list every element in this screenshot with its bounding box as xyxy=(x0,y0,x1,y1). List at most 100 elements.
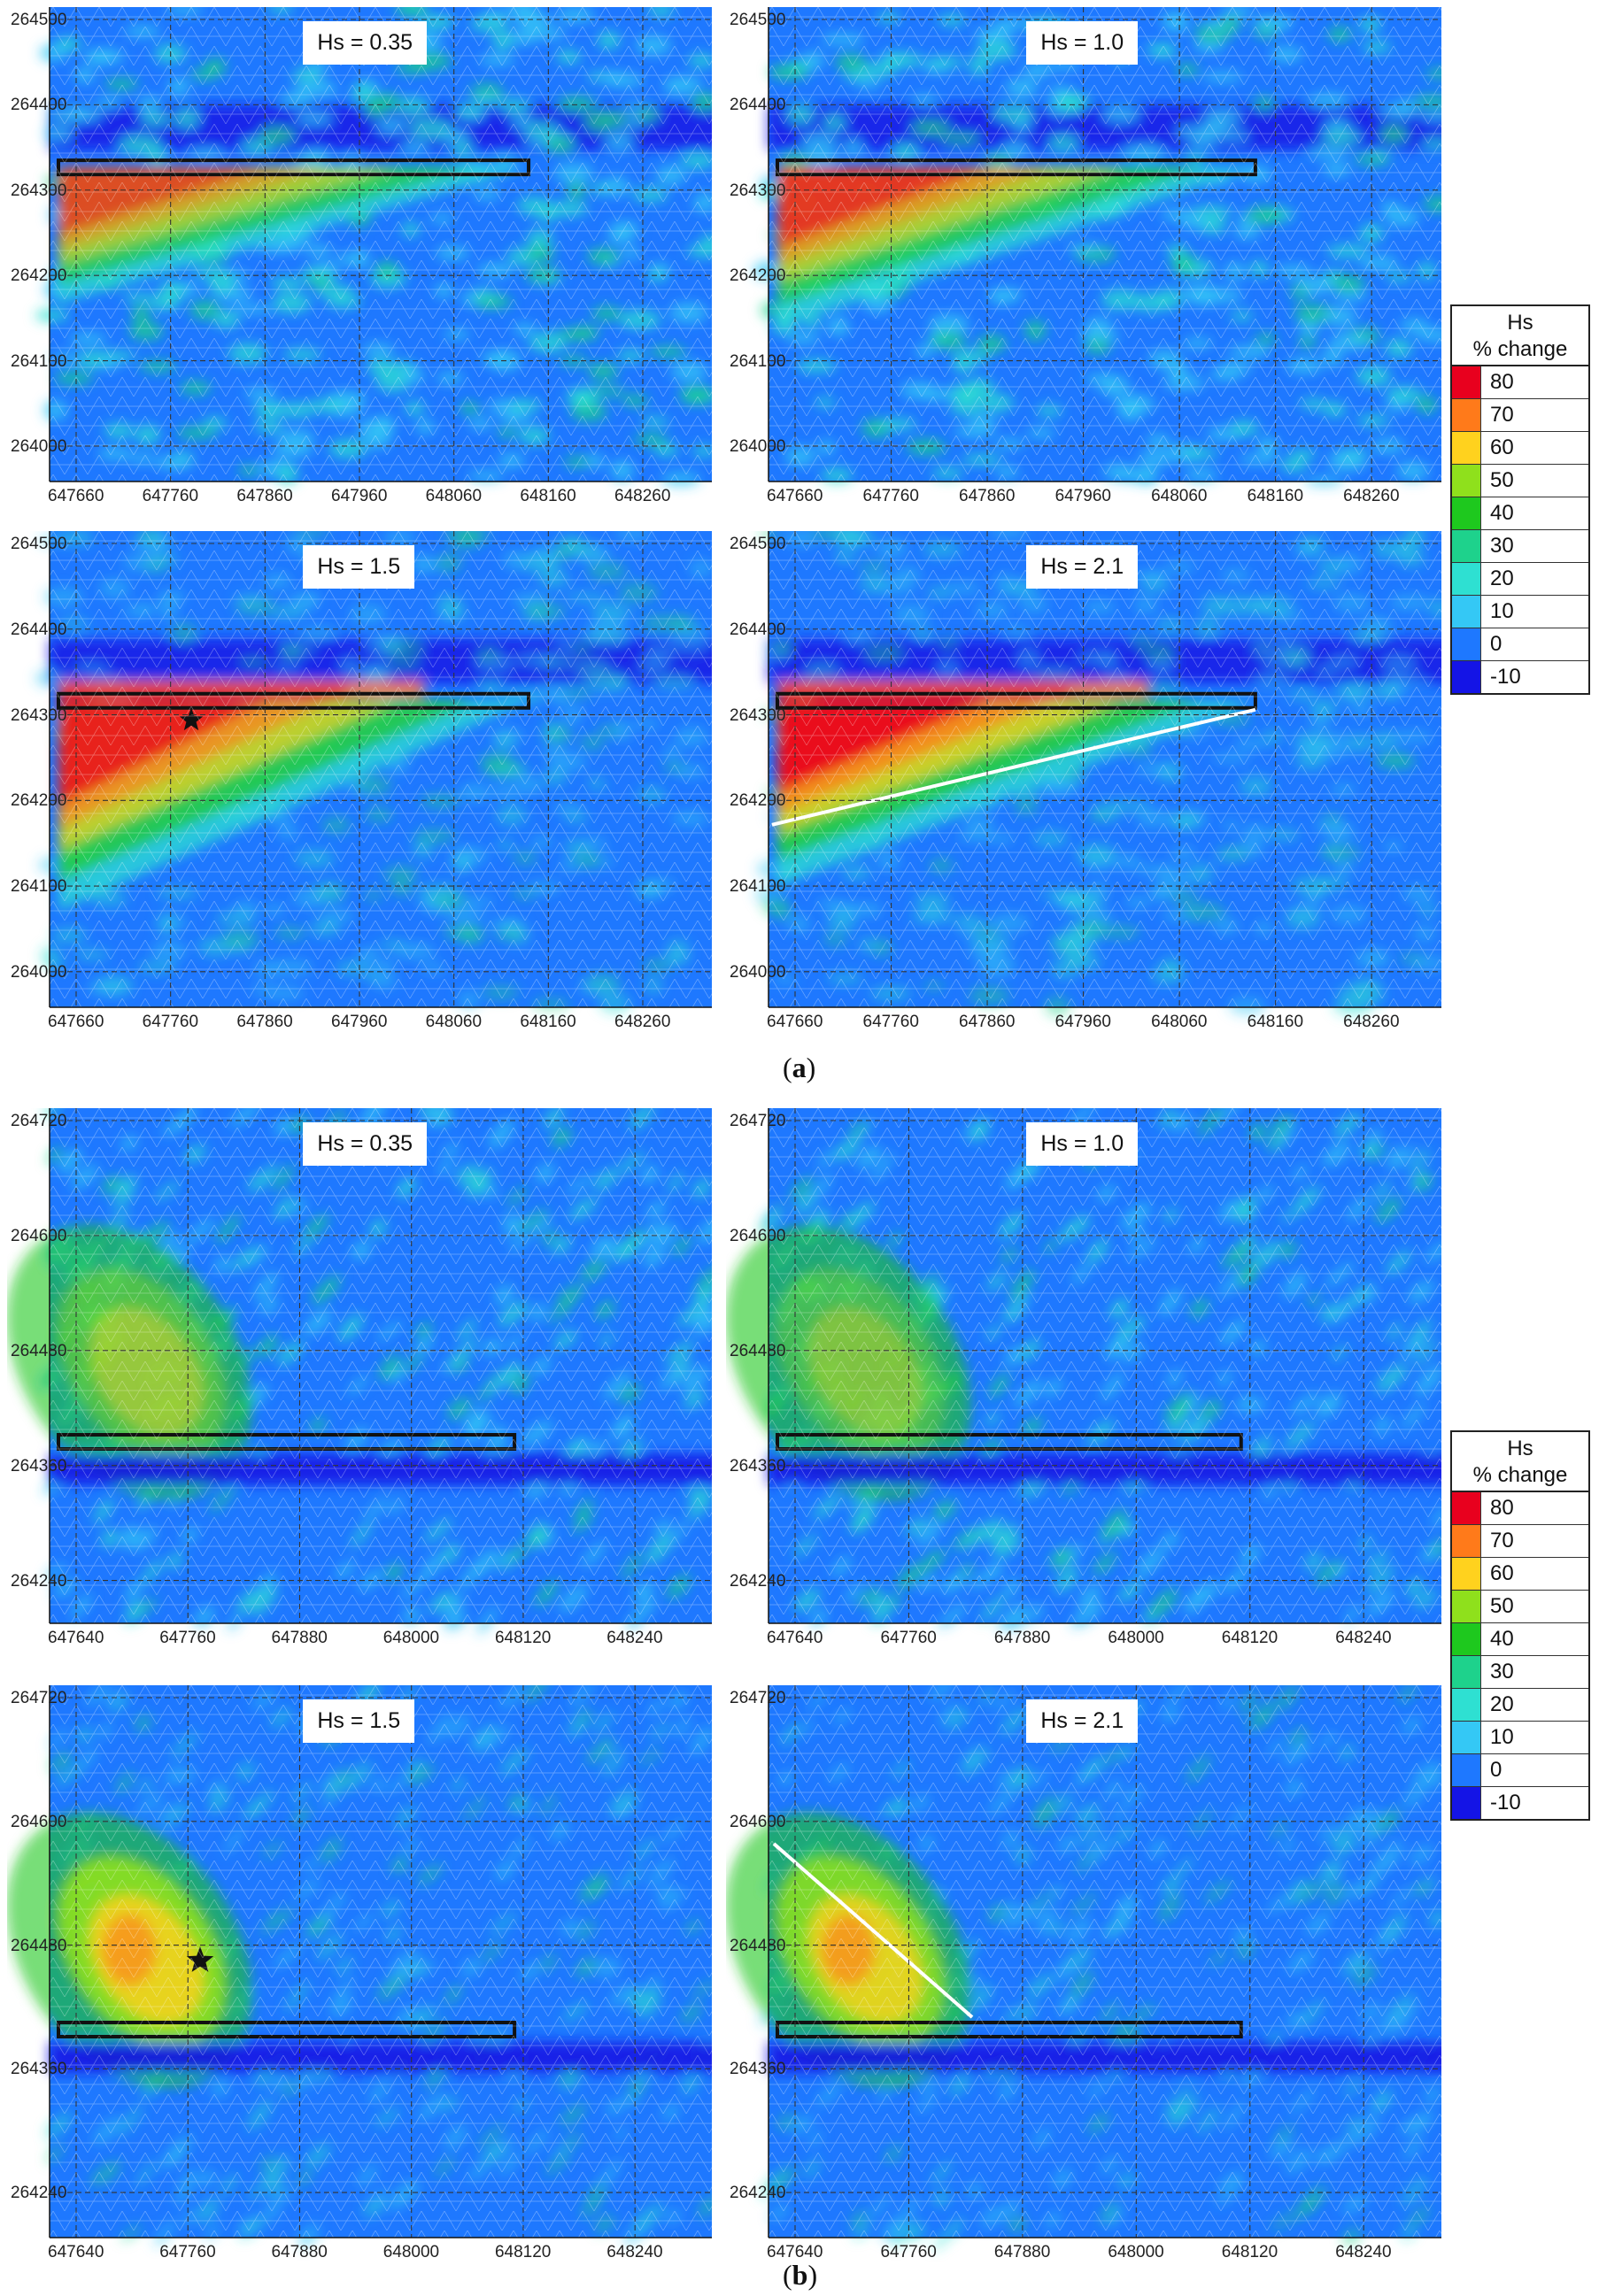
legend-entry: 60 xyxy=(1452,432,1588,465)
mesh-overlay xyxy=(50,7,712,482)
x-tick-label: 648160 xyxy=(520,1013,576,1031)
legend-value: 0 xyxy=(1490,632,1502,656)
legend-rows: 80 70 60 50 40 30 20 10 0 -10 xyxy=(1452,1492,1588,1819)
legend-swatch xyxy=(1452,563,1481,595)
hs-value-label: Hs = 1.5 xyxy=(303,545,415,589)
legend-value: 70 xyxy=(1490,1529,1514,1552)
x-tick-label: 647760 xyxy=(142,487,199,505)
mesh-overlay xyxy=(50,1108,712,1623)
x-tick-label: 647880 xyxy=(271,1629,328,1647)
y-tick-label: 264500 xyxy=(730,11,786,29)
legend-value: 80 xyxy=(1490,370,1514,394)
y-tick-label: 264400 xyxy=(730,620,786,639)
caption-a: (a) xyxy=(783,1052,816,1083)
legend-value: 50 xyxy=(1490,468,1514,492)
x-tick-label: 647860 xyxy=(959,1013,1016,1031)
panel-b-hs-035: 264720 264600 264480 264360 264240 647640 6477… xyxy=(7,1108,712,1650)
legend-entry: 40 xyxy=(1452,497,1588,530)
x-tick-label: 647960 xyxy=(331,1013,388,1031)
legend-value: 10 xyxy=(1490,599,1514,623)
legend-swatch xyxy=(1452,399,1481,431)
x-tick-label: 648000 xyxy=(382,1629,440,1647)
x-tick-label: 647760 xyxy=(142,1013,199,1031)
y-tick-label: 264360 xyxy=(11,1456,67,1475)
legend-swatch xyxy=(1452,1525,1481,1557)
x-tick-label: 648120 xyxy=(1221,1629,1278,1647)
mesh-overlay xyxy=(769,531,1441,1007)
wave-field xyxy=(7,7,712,508)
legend-swatch xyxy=(1452,596,1481,628)
panel-a-hs-15: 264500 264400 264300 264200 264100 264000 6476… xyxy=(7,531,712,1034)
y-tick-label: 264500 xyxy=(11,11,67,29)
legend-value: 70 xyxy=(1490,403,1514,427)
y-tick-label: 264300 xyxy=(730,705,786,725)
x-tick-label: 647760 xyxy=(880,1629,937,1647)
legend-title: Hs % change xyxy=(1452,1432,1588,1492)
x-tick-label: 647760 xyxy=(862,1013,919,1031)
x-tick-label: 647760 xyxy=(862,487,919,505)
y-tick-label: 264720 xyxy=(11,1112,67,1130)
legend-value: 20 xyxy=(1490,566,1514,590)
x-tick-label: 648000 xyxy=(382,2243,440,2261)
legend-swatch xyxy=(1452,1558,1481,1590)
caption-a-letter: a xyxy=(792,1052,807,1083)
x-tick-label: 647860 xyxy=(236,487,293,505)
legend-entry: 40 xyxy=(1452,1623,1588,1656)
legend-entry: 20 xyxy=(1452,563,1588,596)
y-tick-label: 264000 xyxy=(11,436,67,456)
mesh-overlay xyxy=(769,1685,1441,2238)
legend-swatch xyxy=(1452,1754,1481,1786)
legend-entry: 0 xyxy=(1452,628,1588,661)
x-tick-label: 647640 xyxy=(767,1629,823,1647)
hs-value-label: Hs = 0.35 xyxy=(303,1122,428,1166)
y-tick-label: 264100 xyxy=(11,877,67,897)
legend-entry: 50 xyxy=(1452,465,1588,497)
panel-b-hs-10: 264720 264600 264480 264360 264240 647640 6477… xyxy=(726,1108,1441,1650)
legend-value: 20 xyxy=(1490,1692,1514,1716)
y-tick-label: 264000 xyxy=(730,436,786,456)
x-tick-label: 647860 xyxy=(959,487,1016,505)
legend-entry: 30 xyxy=(1452,1656,1588,1689)
legend-title-line2: % change xyxy=(1472,1463,1568,1487)
y-tick-label: 264240 xyxy=(11,1571,67,1591)
y-tick-label: 264720 xyxy=(730,1112,786,1130)
x-tick-label: 647960 xyxy=(1054,1013,1111,1031)
y-tick-label: 264500 xyxy=(11,535,67,553)
panel-a-hs-21: 264500 264400 264300 264200 264100 264000 6476… xyxy=(726,531,1441,1034)
y-tick-label: 264480 xyxy=(730,1341,786,1360)
legend-swatch xyxy=(1452,661,1481,693)
y-tick-label: 264000 xyxy=(730,962,786,982)
y-tick-label: 264360 xyxy=(11,2060,67,2079)
y-tick-label: 264400 xyxy=(11,620,67,639)
y-tick-label: 264300 xyxy=(11,705,67,725)
x-tick-label: 648260 xyxy=(614,1013,671,1031)
y-tick-label: 264600 xyxy=(730,1812,786,1831)
legend-value: 40 xyxy=(1490,501,1514,525)
x-tick-label: 647640 xyxy=(48,2243,104,2261)
y-tick-label: 264400 xyxy=(11,96,67,115)
x-tick-label: 648160 xyxy=(1247,1013,1304,1031)
legend-title-line1: Hs xyxy=(1507,1437,1533,1460)
legend-a: Hs % change 80 70 60 50 40 30 20 10 0 -10 xyxy=(1450,304,1590,695)
x-tick-label: 648260 xyxy=(1343,1013,1400,1031)
x-tick-label: 648260 xyxy=(614,487,671,505)
y-tick-label: 264240 xyxy=(730,1571,786,1591)
x-tick-label: 648120 xyxy=(494,1629,552,1647)
legend-swatch xyxy=(1452,1689,1481,1721)
legend-swatch xyxy=(1452,366,1481,398)
y-tick-label: 264100 xyxy=(11,351,67,371)
caption-b-letter: b xyxy=(792,2259,808,2291)
y-tick-label: 264480 xyxy=(11,1341,67,1360)
y-tick-label: 264100 xyxy=(730,351,786,371)
y-tick-label: 264480 xyxy=(11,1936,67,1955)
legend-swatch xyxy=(1452,1623,1481,1655)
mesh-overlay xyxy=(50,1685,712,2238)
legend-swatch xyxy=(1452,1492,1481,1524)
x-tick-label: 647960 xyxy=(1054,487,1111,505)
y-tick-label: 264600 xyxy=(730,1226,786,1245)
legend-swatch xyxy=(1452,628,1481,660)
panel-a-hs-035: 264500 264400 264300 264200 264100 264000 6476… xyxy=(7,7,712,508)
x-tick-label: 647660 xyxy=(767,487,823,505)
x-tick-label: 648000 xyxy=(1108,2243,1164,2261)
x-tick-label: 647760 xyxy=(880,2243,937,2261)
